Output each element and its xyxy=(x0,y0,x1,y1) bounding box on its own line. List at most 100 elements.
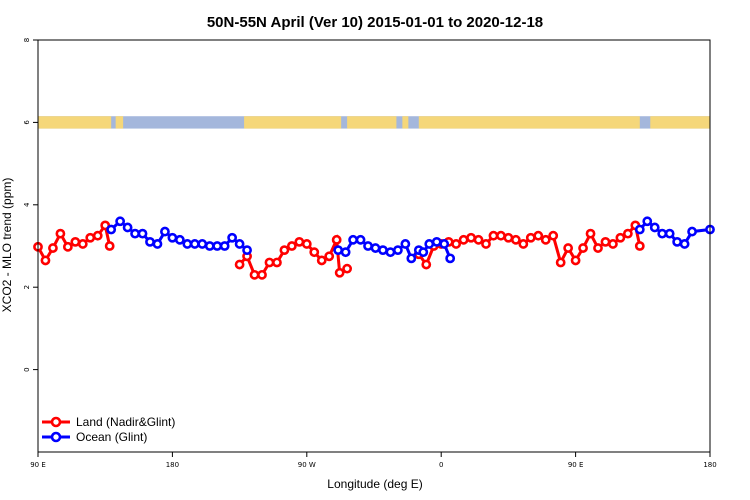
legend: Land (Nadir&Glint)Ocean (Glint) xyxy=(42,415,175,444)
data-point xyxy=(85,232,96,243)
data-point xyxy=(424,239,435,249)
series-land xyxy=(33,220,645,280)
data-point xyxy=(106,224,117,235)
x-tick-label: 90 E xyxy=(30,461,46,469)
data-point xyxy=(70,236,81,247)
y-tick-label: 4 xyxy=(23,202,31,207)
data-point xyxy=(555,257,566,268)
data-point xyxy=(40,255,51,266)
data-point xyxy=(518,239,529,249)
y-tick-label: 8 xyxy=(23,38,31,42)
data-point xyxy=(481,239,491,249)
data-point xyxy=(286,241,297,251)
land-band-segment xyxy=(38,116,112,129)
data-point xyxy=(672,236,683,247)
data-point xyxy=(355,234,366,245)
land-band-segment xyxy=(115,116,124,129)
y-tick-label: 6 xyxy=(23,120,31,125)
data-point xyxy=(431,236,442,247)
data-point xyxy=(642,216,653,227)
data-point xyxy=(563,243,574,253)
data-point xyxy=(466,232,476,243)
data-point xyxy=(585,228,596,239)
data-point xyxy=(687,226,697,237)
data-point xyxy=(615,232,626,243)
data-point xyxy=(197,239,208,249)
data-point xyxy=(439,239,450,249)
data-point xyxy=(608,239,618,249)
data-point xyxy=(294,236,305,247)
data-point xyxy=(115,216,126,227)
data-point xyxy=(257,269,267,280)
data-point xyxy=(204,241,215,251)
data-point xyxy=(145,236,155,247)
data-point xyxy=(570,255,581,266)
data-point xyxy=(548,230,559,241)
x-tick-label: 90 W xyxy=(298,461,316,469)
x-axis: 90 E 180 90 W 0 90 E 180 xyxy=(30,452,717,469)
series-ocean xyxy=(106,216,715,264)
data-point xyxy=(451,239,462,249)
data-point xyxy=(578,243,588,253)
data-point xyxy=(679,239,690,249)
data-point xyxy=(55,228,66,239)
data-point xyxy=(316,255,327,266)
data-point xyxy=(445,253,456,264)
data-point xyxy=(378,245,388,256)
data-point xyxy=(234,259,245,270)
data-point xyxy=(324,251,335,262)
plot-frame xyxy=(37,39,711,453)
x-tick-label: 90 E xyxy=(568,461,584,469)
data-point xyxy=(242,245,252,256)
data-point xyxy=(473,234,484,245)
data-point xyxy=(279,245,290,256)
legend-label: Ocean (Glint) xyxy=(76,430,147,444)
data-point xyxy=(264,257,275,268)
data-point xyxy=(137,228,148,239)
land-band-segment xyxy=(244,116,342,129)
chart-title: 50N-55N April (Ver 10) 2015-01-01 to 202… xyxy=(207,14,543,31)
data-point xyxy=(634,224,645,235)
data-point xyxy=(363,241,373,251)
data-point xyxy=(400,239,411,249)
data-point xyxy=(340,247,351,258)
legend-marker xyxy=(50,431,62,443)
data-point xyxy=(634,241,645,251)
data-point xyxy=(301,239,312,249)
data-point xyxy=(418,247,429,258)
x-axis-label: Longitude (deg E) xyxy=(327,477,422,491)
data-point xyxy=(622,228,633,239)
data-point xyxy=(234,239,245,249)
x-tick-label: 180 xyxy=(703,461,716,469)
data-point xyxy=(385,247,396,258)
data-point xyxy=(510,234,521,245)
data-point xyxy=(104,241,115,251)
data-point xyxy=(370,243,381,253)
data-point xyxy=(212,241,223,251)
land-band-segment xyxy=(418,116,640,129)
data-point xyxy=(249,269,260,280)
y-axis: 0 2 4 6 8 xyxy=(23,38,38,372)
data-point xyxy=(649,222,660,233)
data-point xyxy=(48,243,58,253)
data-point xyxy=(77,239,88,249)
data-point xyxy=(272,257,282,268)
data-point xyxy=(130,228,140,239)
data-point xyxy=(503,232,514,243)
land-ocean-band xyxy=(38,116,710,129)
data-point xyxy=(160,226,170,237)
data-point xyxy=(227,232,238,243)
data-point xyxy=(488,230,499,241)
land-band-segment xyxy=(650,116,710,129)
data-point xyxy=(525,232,536,243)
data-point xyxy=(540,234,551,245)
data-point xyxy=(664,228,675,239)
data-point xyxy=(309,247,320,258)
data-point xyxy=(496,230,506,241)
y-axis-label: XCO2 - MLO trend (ppm) xyxy=(0,178,14,313)
data-point xyxy=(167,232,178,243)
data-point xyxy=(182,239,193,249)
y-tick-label: 2 xyxy=(23,285,31,289)
legend-label: Land (Nadir&Glint) xyxy=(76,415,175,429)
